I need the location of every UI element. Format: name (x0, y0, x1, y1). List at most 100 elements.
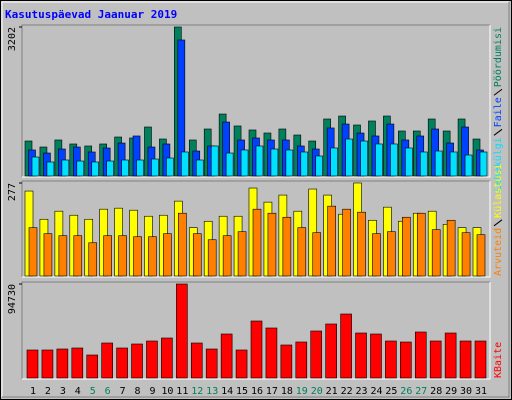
x-tick-label: 16 (251, 386, 263, 397)
bar (146, 340, 158, 379)
x-tick-label: 17 (266, 386, 278, 397)
bar (46, 161, 55, 177)
bar (91, 161, 100, 177)
bar (192, 233, 202, 277)
bar (360, 140, 368, 177)
bar (163, 233, 172, 277)
bar (31, 156, 40, 177)
bar (240, 149, 249, 177)
plot-bevel-light (22, 25, 491, 178)
x-tick-label: 24 (370, 386, 382, 397)
bar (101, 342, 113, 379)
bar (375, 143, 383, 177)
bar (41, 349, 54, 379)
bar (250, 320, 263, 379)
legend-separator (493, 219, 503, 227)
bar (429, 340, 442, 379)
x-tick-label: 31 (475, 386, 487, 397)
x-tick-label: 5 (90, 386, 96, 397)
bar (297, 227, 307, 277)
bar (133, 236, 142, 277)
bar (342, 208, 351, 277)
bar (312, 232, 322, 277)
bar (58, 235, 68, 277)
legend-separator (493, 128, 503, 136)
x-tick-label: 3 (60, 386, 66, 397)
bar (56, 348, 69, 379)
bar (190, 342, 203, 379)
bar (225, 152, 234, 177)
bar (88, 242, 98, 277)
bar (235, 349, 248, 379)
x-tick-label: 21 (326, 386, 338, 397)
bar (28, 227, 38, 277)
bar (355, 332, 367, 379)
x-tick-label: 11 (176, 386, 188, 397)
legend-separator (493, 88, 503, 96)
x-tick-label: 1 (30, 386, 36, 397)
bar (282, 216, 292, 277)
bar (86, 354, 99, 379)
x-tick-label: 23 (356, 386, 368, 397)
bar (161, 337, 173, 379)
plot-bevel-dark (21, 281, 490, 379)
x-tick-label: 2 (45, 386, 51, 397)
bar (252, 208, 262, 277)
x-tick-label: 18 (281, 386, 293, 397)
x-tick-label: 8 (135, 386, 141, 397)
plot-bevel-dark (21, 180, 490, 277)
bar (464, 154, 473, 177)
bar (300, 151, 309, 177)
bar (265, 327, 278, 379)
bar (178, 212, 187, 277)
bar (181, 151, 189, 177)
bar (476, 234, 486, 277)
y-tick-label: 3202 (7, 27, 18, 51)
bar (71, 347, 84, 379)
bar (402, 216, 411, 277)
bar (444, 332, 457, 379)
bar (325, 323, 337, 379)
x-tick-label: 27 (415, 386, 427, 397)
x-tick-label: 10 (161, 386, 173, 397)
legend-label: Lehekülgi (493, 137, 504, 191)
x-tick-label: 14 (221, 386, 233, 397)
bar (136, 159, 144, 177)
bar (207, 239, 217, 277)
y-tick-label: 277 (7, 183, 18, 201)
bar (474, 340, 487, 379)
bar (357, 211, 366, 277)
bar (405, 147, 413, 177)
bar (116, 347, 128, 379)
bar (220, 333, 233, 379)
bar (61, 159, 70, 177)
x-tick-label: 22 (341, 386, 353, 397)
bar (76, 160, 85, 177)
bar (310, 330, 323, 379)
bar (131, 343, 143, 379)
x-tick-label: 15 (236, 386, 248, 397)
bar (43, 233, 53, 277)
x-tick-label: 25 (385, 386, 397, 397)
bar (26, 349, 39, 379)
x-tick-label: 9 (149, 386, 155, 397)
bar (434, 150, 443, 177)
legend-label: Külastusi (493, 164, 504, 218)
bar (267, 212, 277, 277)
bar (103, 235, 112, 277)
bar (446, 219, 456, 277)
bar (461, 232, 471, 277)
bar (479, 151, 488, 177)
bar (330, 147, 338, 177)
bar (400, 341, 412, 379)
bar (390, 143, 398, 177)
plot-bevel-dark (21, 24, 490, 177)
bar (459, 340, 472, 379)
x-tick-label: 6 (105, 386, 111, 397)
x-tick-label: 4 (75, 386, 81, 397)
legend-label: KBaite (493, 342, 504, 378)
bar (210, 145, 219, 177)
bar (416, 212, 426, 277)
bar (449, 151, 458, 177)
